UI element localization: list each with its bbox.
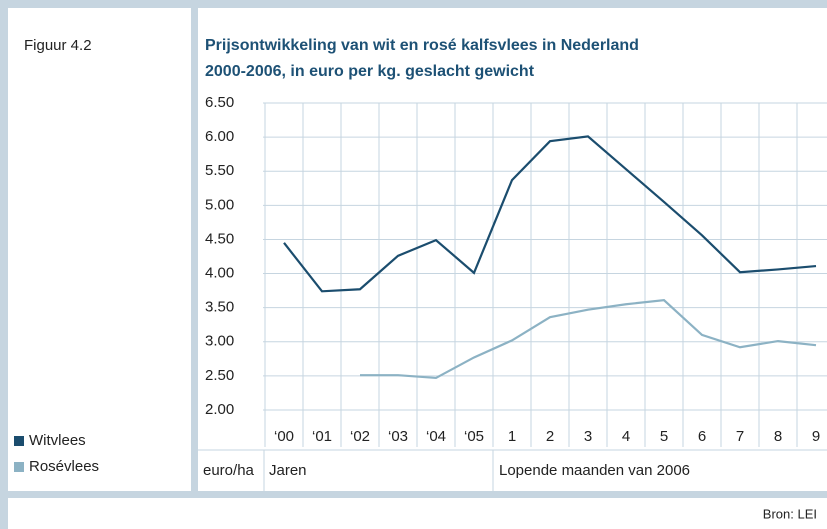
x-group-label: Jaren: [269, 462, 307, 479]
chart-panel: [198, 8, 827, 491]
y-tick-label: 4.50: [205, 230, 234, 247]
y-tick-label: 3.50: [205, 299, 234, 316]
legend-label: Rosévlees: [29, 458, 99, 475]
x-tick-label: 5: [660, 428, 668, 445]
y-tick-label: 2.50: [205, 367, 234, 384]
y-tick-label: 6.50: [205, 94, 234, 111]
x-tick-label: 3: [584, 428, 592, 445]
y-tick-label: 5.50: [205, 162, 234, 179]
chart-title: Prijsontwikkeling van wit en rosé kalfsv…: [205, 37, 639, 54]
legend-swatch: [14, 436, 24, 446]
x-tick-label: 2: [546, 428, 554, 445]
x-tick-label: 1: [508, 428, 516, 445]
line-series: [360, 299, 817, 380]
y-tick-label: 3.00: [205, 333, 234, 350]
y-unit: euro/ha: [203, 462, 255, 479]
legend-swatch: [14, 462, 24, 472]
x-tick-label: 8: [774, 428, 782, 445]
source-panel: [8, 498, 827, 529]
y-tick-label: 2.00: [205, 401, 234, 418]
x-group-label: Lopende maanden van 2006: [499, 462, 690, 479]
x-tick-label: ‘03: [388, 428, 408, 445]
x-tick-label: 6: [698, 428, 706, 445]
x-tick-label: ‘01: [312, 428, 332, 445]
x-tick-label: 9: [812, 428, 820, 445]
y-tick-label: 6.00: [205, 128, 234, 145]
source: Bron: LEI: [763, 506, 817, 521]
x-tick-label: ‘04: [426, 428, 446, 445]
legend-label: Witvlees: [29, 432, 86, 449]
x-tick-label: 4: [622, 428, 630, 445]
x-tick-label: ‘02: [350, 428, 370, 445]
line-series: [283, 135, 817, 293]
chart-title: 2000-2006, in euro per kg. geslacht gewi…: [205, 63, 535, 80]
x-tick-label: ‘05: [464, 428, 484, 445]
y-tick-label: 4.00: [205, 265, 234, 282]
x-tick-label: 7: [736, 428, 744, 445]
y-tick-label: 5.00: [205, 196, 234, 213]
x-tick-label: ‘00: [274, 428, 294, 445]
left-panel: [8, 8, 191, 491]
figure-label: Figuur 4.2: [24, 37, 92, 54]
